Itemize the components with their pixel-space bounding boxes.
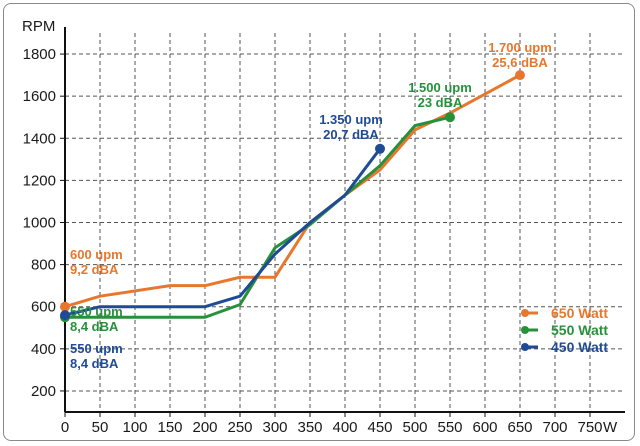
x-tick-label: 50 [92,419,109,436]
chart-frame [3,3,635,441]
legend-label: 650 Watt [551,305,608,321]
annotation-label: 23 dBA [418,95,463,110]
annotation-label: 8,4 dBA [70,319,119,334]
x-tick-label: 700 [542,419,567,436]
y-axis-label: RPM [22,18,55,35]
y-tick-label: 1800 [23,46,56,63]
x-tick-label: 400 [332,419,357,436]
annotation-label: 1.350 upm [319,112,383,127]
legend-swatch-dot [521,326,529,334]
grid [65,33,625,412]
y-tick-label: 1600 [23,88,56,105]
series-line-450-watt [64,147,382,317]
x-tick-label: 500 [402,419,427,436]
axes: 0 50 100 150 200 250 300 350 400 450 500 550 600 650 7… [23,27,625,436]
x-tick-label: 300 [262,419,287,436]
x-tick-label: 250 [227,419,252,436]
legend-label: 550 Watt [551,322,608,338]
annotation-label: 550 upm [70,304,123,319]
x-tick-label: 750 [577,419,602,436]
x-tick-label: 550 [437,419,462,436]
x-tick-label: 350 [297,419,322,436]
data-point [375,143,385,154]
data-point [515,70,525,81]
y-tick-label: 200 [31,383,56,400]
annotation-label: 20,7 dBA [323,127,379,142]
data-point [445,112,455,123]
x-tick-label: 200 [192,419,217,436]
x-tick-label: 150 [157,419,182,436]
y-tick-label: 1200 [23,172,56,189]
annotation-label: 600 upm [70,247,123,262]
annotation-label: 1.700 upm [488,40,552,55]
y-tick-label: 600 [31,299,56,316]
legend-swatch-dot [521,309,529,317]
annotation-label: 25,6 dBA [492,55,548,70]
x-tick-label: 0 [61,419,69,436]
series-line-650-watt [64,73,521,309]
x-axis-label: W [603,419,618,436]
annotation-label: 1.500 upm [408,80,472,95]
x-tick-label: 600 [472,419,497,436]
y-tick-label: 1000 [23,215,56,232]
x-tick-label: 650 [507,419,532,436]
x-tick-label: 450 [367,419,392,436]
legend-label: 450 Watt [551,339,608,355]
annotation-label: 9,2 dBA [70,262,119,277]
data-point [60,310,70,321]
data-point [60,301,70,312]
annotation-label: 550 upm [70,341,123,356]
annotation-label: 8,4 dBA [70,356,119,371]
x-tick-label: 100 [122,419,147,436]
series-lines [64,73,521,319]
series-endpoints [60,70,525,323]
series-line-550-watt [65,115,451,319]
y-tick-label: 800 [31,257,56,274]
y-tick-label: 1400 [23,130,56,147]
legend-swatch-dot [521,343,529,351]
y-tick-label: 400 [31,341,56,358]
